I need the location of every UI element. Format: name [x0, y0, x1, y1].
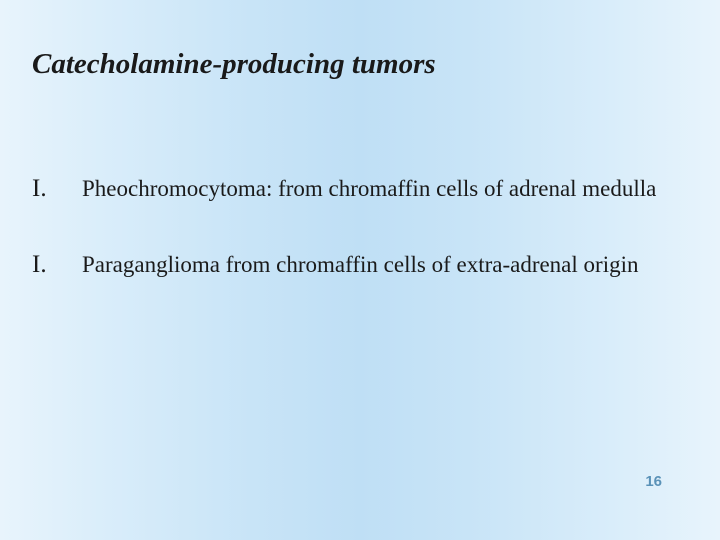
bullet-list: І. Pheochromocytoma: from chromaffin cel…: [32, 175, 700, 327]
slide-title: Catecholamine-producing tumors: [32, 48, 436, 81]
list-item: І. Pheochromocytoma: from chromaffin cel…: [32, 175, 700, 203]
list-marker: І.: [32, 251, 82, 279]
page-number: 16: [645, 473, 662, 490]
list-marker: І.: [32, 175, 82, 203]
list-text: Pheochromocytoma: from chromaffin cells …: [82, 176, 656, 202]
list-item: І. Paraganglioma from chromaffin cells o…: [32, 251, 700, 279]
slide: Catecholamine-producing tumors І. Pheoch…: [0, 0, 720, 540]
list-text: Paraganglioma from chromaffin cells of e…: [82, 252, 638, 278]
